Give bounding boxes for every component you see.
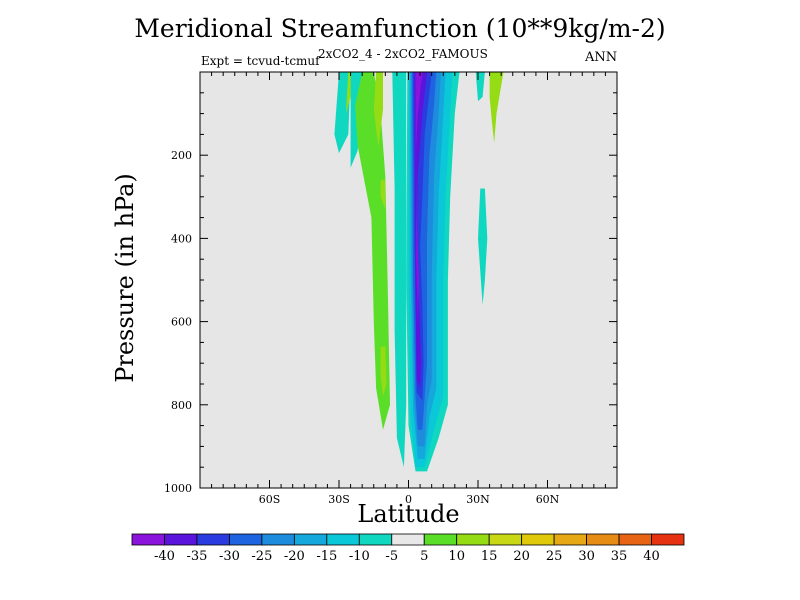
colorbar-swatch	[326, 533, 360, 546]
colorbar-label: -40	[154, 549, 175, 564]
y-tick-label: 1000	[164, 482, 192, 495]
chart-title: Meridional Streamfunction (10**9kg/m-2)	[134, 14, 666, 43]
colorbar-swatch	[229, 533, 263, 546]
chart-subtitle: 2xCO2_4 - 2xCO2_FAMOUS	[318, 47, 488, 61]
experiment-label: Expt = tcvud-tcmuf	[201, 54, 320, 68]
colorbar-label: -30	[219, 549, 240, 564]
colorbar-swatch	[131, 533, 165, 546]
colorbar-swatch	[618, 533, 652, 546]
contour-region-0	[334, 72, 351, 154]
x-tick-label: 30N	[466, 493, 490, 506]
y-tick-label: 400	[171, 232, 192, 245]
colorbar-swatch	[261, 533, 295, 546]
x-axis-title: Latitude	[357, 500, 460, 528]
contour-region-15	[415, 72, 423, 322]
colorbar-swatch	[423, 533, 458, 546]
colorbar-label: 5	[420, 549, 428, 564]
colorbar-swatch	[293, 533, 328, 546]
colorbar-label: -20	[284, 549, 305, 564]
contour-region-4	[373, 72, 383, 147]
colorbar-swatch	[521, 533, 555, 546]
colorbar-swatch	[651, 533, 685, 546]
x-tick-label: 30S	[328, 493, 350, 506]
colorbar-label: -5	[385, 549, 398, 564]
contour-region-7	[380, 346, 387, 397]
colorbar-swatch	[164, 533, 198, 546]
colorbar-swatch	[586, 533, 620, 546]
colorbar-swatch	[196, 533, 230, 546]
colorbar-label: -15	[316, 549, 337, 564]
colorbar-swatch	[488, 533, 523, 546]
colorbar-label: 15	[481, 549, 498, 564]
y-tick-label: 800	[171, 399, 192, 412]
colorbar-swatch	[456, 533, 490, 546]
contour-region-3	[355, 72, 390, 430]
colorbar-label: -35	[186, 549, 207, 564]
contour-region-18	[478, 188, 488, 305]
colorbar-swatch	[358, 533, 393, 546]
y-tick-label: 600	[171, 316, 192, 329]
contour-region-6	[380, 180, 386, 210]
colorbar-swatch	[553, 533, 587, 546]
period-label: ANN	[585, 50, 618, 65]
x-tick-label: 60S	[259, 493, 281, 506]
colorbar-label: 25	[546, 549, 563, 564]
contour-region-17	[489, 72, 504, 143]
colorbar-label: 10	[448, 549, 465, 564]
colorbar-label: -10	[349, 549, 370, 564]
colorbar-label: 40	[643, 549, 660, 564]
x-tick-label: 60N	[536, 493, 560, 506]
colorbar-label: 30	[578, 549, 595, 564]
y-tick-label: 200	[171, 149, 192, 162]
x-tick-label: 0	[405, 493, 412, 506]
colorbar-label: 20	[513, 549, 530, 564]
colorbar-label: 35	[611, 549, 628, 564]
colorbar-swatch	[391, 533, 425, 546]
contour-region-5	[392, 72, 407, 468]
colorbar-label: -25	[251, 549, 272, 564]
